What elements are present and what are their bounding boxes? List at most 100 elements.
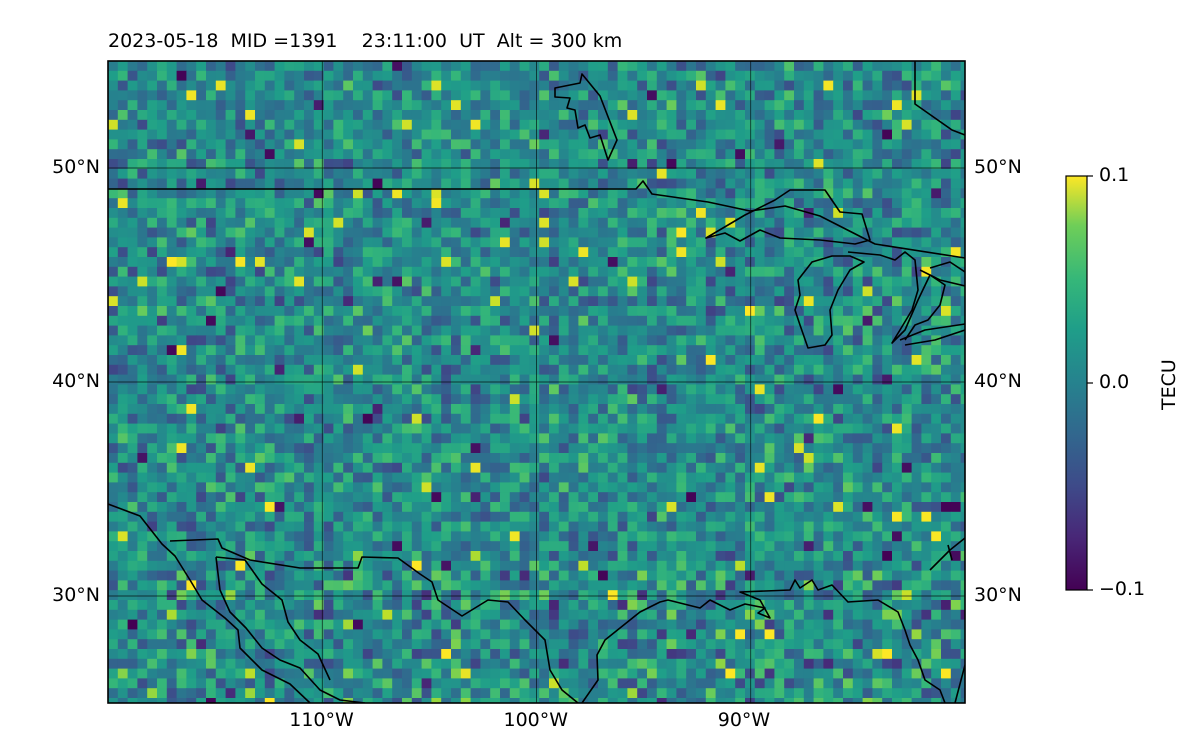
heatmap-cell [147,609,158,621]
heatmap-cell [892,472,903,483]
heatmap-cell [637,355,648,366]
heatmap-cell [843,110,854,121]
heatmap-cell [264,129,276,140]
heatmap-cell [460,325,472,336]
heatmap-cell [402,551,413,562]
heatmap-cell [353,227,364,238]
heatmap-cell [911,580,922,591]
heatmap-cell [931,413,942,425]
heatmap-cell [598,178,609,189]
heatmap-cell [882,511,893,523]
heatmap-cell [127,355,138,366]
heatmap-cell [147,266,158,278]
heatmap-cell [931,345,942,356]
heatmap-cell [264,159,276,170]
heatmap-cell [754,286,766,297]
heatmap-cell [304,609,315,621]
heatmap-cell [696,110,707,121]
heatmap-cell [794,560,805,572]
heatmap-cell [882,90,893,101]
heatmap-cell [235,70,246,82]
heatmap-cell [117,247,129,258]
heatmap-cell [872,482,883,493]
heatmap-cell [686,355,697,366]
heatmap-cell [480,139,491,150]
heatmap-cell [431,306,442,317]
heatmap-cell [470,70,481,82]
heatmap-cell [941,580,952,591]
heatmap-cell [539,80,550,91]
heatmap-cell [960,159,965,170]
heatmap-cell [588,384,599,395]
heatmap-cell [196,394,207,405]
heatmap-cell [421,217,432,229]
heatmap-cell [186,217,197,229]
heatmap-cell [225,188,236,199]
heatmap-cell [235,335,246,346]
heatmap-cell [460,492,472,503]
heatmap-cell [529,227,540,238]
heatmap-cell [284,61,295,72]
heatmap-cell [323,217,334,229]
heatmap-cell [539,453,550,464]
heatmap-cell [382,70,393,82]
heatmap-cell [441,492,452,503]
heatmap-cell [901,198,913,209]
heatmap-cell [186,247,197,258]
heatmap-cell [950,531,962,542]
heatmap-cell [852,61,864,72]
heatmap-cell [852,178,864,189]
heatmap-cell [235,443,246,454]
heatmap-cell [137,404,148,415]
heatmap-cell [206,551,217,562]
heatmap-cell [833,590,844,601]
heatmap-cell [392,609,403,621]
heatmap-cell [382,296,393,307]
heatmap-cell [304,247,315,258]
heatmap-cell [715,100,726,111]
heatmap-cell [558,570,570,581]
heatmap-cell [235,590,246,601]
heatmap-cell [627,590,638,601]
heatmap-cell [402,423,413,434]
heatmap-cell [656,149,668,160]
heatmap-cell [647,521,658,532]
heatmap-cell [470,345,481,356]
heatmap-cell [588,80,599,91]
heatmap-cell [578,580,589,591]
heatmap-cell [764,80,775,91]
heatmap-cell [656,129,668,140]
heatmap-cell [941,335,952,346]
heatmap-cell [382,286,393,297]
heatmap-cell [284,129,295,140]
heatmap-cell [833,482,844,493]
heatmap-cell [176,168,187,180]
heatmap-cell [911,257,922,268]
heatmap-cell [460,178,472,189]
heatmap-cell [333,404,344,415]
heatmap-cell [598,374,609,385]
heatmap-cell [392,482,403,493]
heatmap-cell [696,600,707,611]
heatmap-cell [813,521,824,532]
heatmap-cell [264,217,276,229]
heatmap-cell [294,159,305,170]
heatmap-cell [117,472,129,483]
heatmap-cell [470,531,481,542]
heatmap-cell [509,208,521,219]
heatmap-cell [843,453,854,464]
heatmap-cell [147,139,158,150]
heatmap-cell [509,551,521,562]
heatmap-cell [157,198,168,209]
heatmap-cell [196,374,207,385]
heatmap-cell [784,70,795,82]
heatmap-cell [333,129,344,140]
heatmap-cell [901,237,913,248]
heatmap-cell [803,462,815,474]
heatmap-cell [549,345,560,356]
heatmap-cell [774,404,785,415]
heatmap-cell [862,345,873,356]
heatmap-cell [313,355,325,366]
heatmap-cell [862,580,873,591]
heatmap-cell [931,502,942,513]
